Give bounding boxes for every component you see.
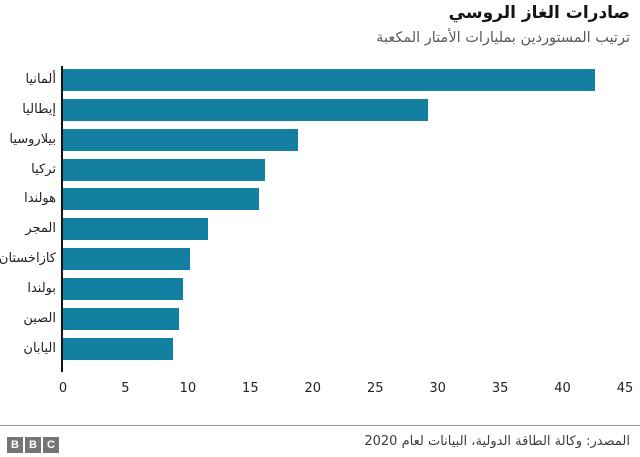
x-tick-label: 35 [491,381,509,396]
category-label: اليابان [23,341,56,356]
category-label: إيطاليا [22,102,56,117]
category-label: ألمانيا [25,72,56,87]
bar [63,69,595,91]
x-tick-label: 30 [429,381,446,396]
category-label: بولندا [27,281,56,296]
chart-subtitle: ترتيب المستوردين بمليارات الأمتار المكعب… [376,30,630,46]
source-note: المصدر: وكالة الطاقة الدولية، البيانات ل… [364,434,630,449]
bar [63,278,183,300]
category-label: المجر [25,221,56,236]
bar [63,248,190,270]
bbc-logo-letter: B [25,437,41,453]
bar [63,218,208,240]
bar [63,129,298,151]
x-tick-label: 25 [366,381,384,396]
x-tick-label: 40 [554,381,571,396]
x-tick-label: 5 [121,381,130,396]
bar [63,308,179,330]
x-tick-label: 45 [616,381,634,396]
footer-divider [0,425,640,426]
bbc-logo-letter: B [7,437,23,453]
y-axis-line [61,66,63,372]
bar [63,159,265,181]
bar [63,99,428,121]
bar [63,338,173,360]
category-label: الصين [23,311,56,326]
category-label: بيلاروسيا [9,132,56,147]
x-tick-label: 0 [58,381,68,396]
bar [63,188,259,210]
x-tick-label: 10 [179,381,197,396]
category-label: تركيا [31,162,56,177]
bbc-logo-letter: C [43,437,59,453]
x-tick-label: 20 [304,381,322,396]
chart-title: صادرات الغاز الروسي [448,3,630,23]
category-label: هولندا [24,191,56,206]
category-label: كازاخستان [0,251,56,266]
x-tick-label: 15 [242,381,259,396]
